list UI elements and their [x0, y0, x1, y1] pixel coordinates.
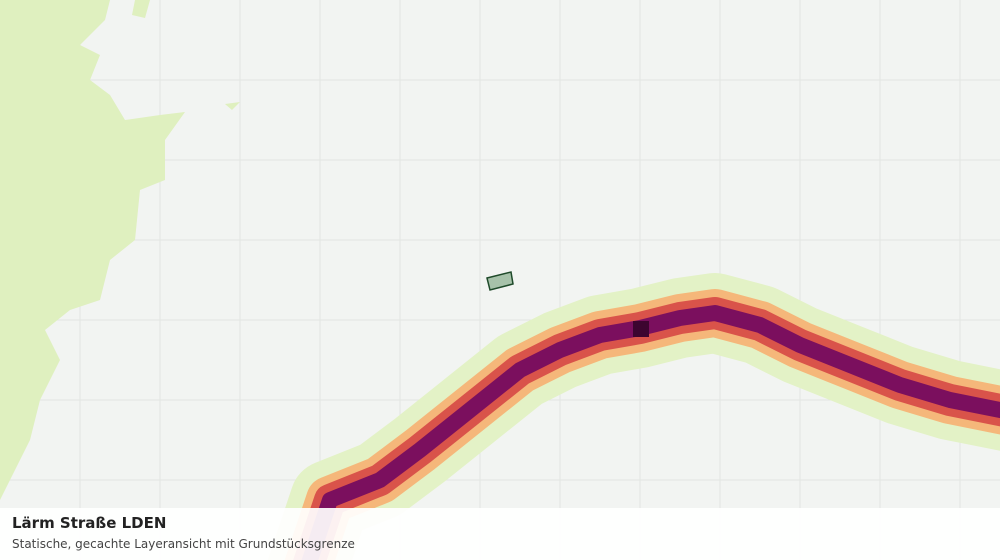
- forest-patch: [132, 0, 240, 110]
- layer-subtitle: Statische, gecachte Layeransicht mit Gru…: [12, 537, 355, 551]
- forest-area: [0, 0, 185, 500]
- caption: Lärm Straße LDEN Statische, gecachte Lay…: [0, 508, 1000, 560]
- parcel-boundary: [486, 271, 514, 291]
- layer-title: Lärm Straße LDEN: [12, 514, 167, 532]
- noise-hotspot: [633, 321, 649, 337]
